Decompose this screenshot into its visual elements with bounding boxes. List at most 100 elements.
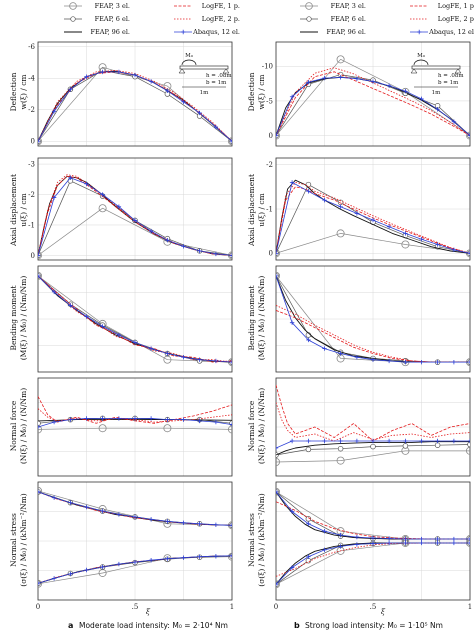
data-point-marker (435, 536, 440, 542)
data-point-marker (148, 228, 154, 234)
data-point-marker (370, 535, 376, 541)
data-point-marker (336, 55, 345, 64)
data-point-marker (466, 131, 470, 140)
data-point-marker (197, 110, 202, 116)
chart-panel-a-normal-force (37, 377, 233, 477)
data-point-marker (467, 251, 470, 256)
data-point-marker (322, 346, 327, 351)
data-point-marker (132, 514, 138, 520)
data-point-marker (148, 557, 154, 563)
data-point-marker (132, 72, 138, 78)
data-point-marker (289, 438, 295, 444)
data-point-marker (213, 554, 219, 559)
series-line (38, 490, 232, 585)
data-point-marker (289, 94, 295, 99)
series-line (38, 175, 232, 256)
data-point-marker (38, 424, 41, 430)
row-label-line1: Bending moment (9, 285, 18, 350)
data-point-marker (419, 540, 424, 546)
data-point-marker (148, 79, 154, 84)
data-point-marker (370, 541, 376, 546)
y-tick-label: -2 (266, 161, 273, 169)
row-label-normal-stress: Normal stress (σ(ξ) / M₀) / (kNm⁻²/Nm) (9, 493, 28, 587)
y-tick-label: 0 (31, 252, 35, 260)
data-point-marker (276, 251, 279, 256)
data-point-marker (276, 487, 280, 496)
data-point-marker (165, 417, 170, 422)
data-point-marker (289, 565, 295, 570)
beam-icon (411, 65, 461, 70)
data-point-marker (132, 416, 138, 421)
y-tick-label: -2 (28, 106, 35, 114)
series-group (38, 486, 232, 588)
svg-text:u(ξ) / cm: u(ξ) / cm (257, 193, 266, 226)
y-tick-label: -10 (262, 63, 273, 71)
data-point-marker (68, 175, 73, 180)
series-group (38, 63, 232, 146)
axes-frame (275, 41, 471, 147)
data-point-marker (336, 229, 345, 238)
legend-marker-icon (305, 2, 313, 10)
data-point-marker (306, 521, 311, 526)
svg-text:Axial displacement: Axial displacement (247, 174, 256, 247)
axes-frame (37, 41, 233, 147)
axes-frame (275, 157, 471, 261)
data-point-marker (197, 418, 202, 424)
series-line (276, 179, 470, 254)
data-point-marker (354, 438, 360, 444)
inset-span: 1m (200, 90, 209, 96)
inset-b: b = 1m (438, 80, 459, 86)
legend-item: Abaqus, 12 el. (410, 28, 474, 36)
series-group (276, 384, 470, 466)
row-label-moment: Bending moment (M(ξ) / M₀) / (Nm/Nm) (9, 276, 28, 361)
legend-label: Abaqus, 12 el. (428, 28, 474, 36)
data-point-marker (38, 581, 41, 586)
caption-b-letter: b (294, 621, 300, 630)
y-tick-label: -5 (266, 97, 273, 105)
data-point-marker (403, 231, 408, 236)
data-point-marker (116, 561, 122, 567)
legend-label: Abaqus, 12 el. (192, 28, 240, 36)
x-axis-label-a: ξ (146, 607, 151, 616)
series-line (276, 441, 470, 456)
data-point-marker (338, 75, 343, 80)
axes-frame (37, 157, 233, 261)
data-point-marker (419, 96, 424, 102)
data-point-marker (148, 517, 154, 522)
legend-label: FEAP, 96 el. (327, 28, 366, 36)
inset-moment-label: M₀ (185, 53, 194, 59)
data-point-marker (132, 218, 138, 223)
series-group (276, 487, 470, 589)
series-line (276, 402, 470, 442)
data-point-marker (229, 523, 232, 528)
row-label-line1: Normal force (9, 400, 18, 451)
data-point-marker (38, 253, 41, 258)
data-point-marker (229, 553, 232, 558)
axes-frame (37, 265, 233, 373)
svg-text:Normal stress: Normal stress (247, 513, 256, 567)
series-line (38, 396, 232, 424)
row-label-line2: (σ(ξ) / M₀) / (kNm⁻²/Nm) (19, 493, 28, 587)
data-point-marker (354, 76, 360, 81)
legend-item: FEAP, 96 el. (300, 28, 366, 36)
data-point-marker (467, 536, 470, 542)
data-point-marker (229, 359, 232, 365)
row-label-line2: (N(ξ) / M₀) / (N/Nm) (19, 388, 28, 464)
data-point-marker (116, 512, 122, 517)
data-point-marker (354, 542, 360, 547)
data-point-marker (289, 180, 295, 185)
data-point-marker (419, 536, 424, 542)
row-label-line1: Normal stress (9, 513, 18, 567)
data-point-marker (370, 438, 376, 444)
chart-panel-b-moment (275, 265, 471, 373)
legend-item: LogFE, 2 p. (410, 15, 474, 23)
data-point-marker (197, 248, 202, 254)
legend-item: FEAP, 96 el. (64, 28, 130, 36)
series-line (276, 181, 470, 254)
data-point-marker (228, 137, 232, 146)
series-line (276, 71, 470, 136)
svg-text:Deflection: Deflection (247, 72, 256, 111)
data-point-marker (276, 249, 280, 258)
data-point-marker (181, 355, 186, 360)
y-tick-label: -6 (28, 43, 35, 51)
